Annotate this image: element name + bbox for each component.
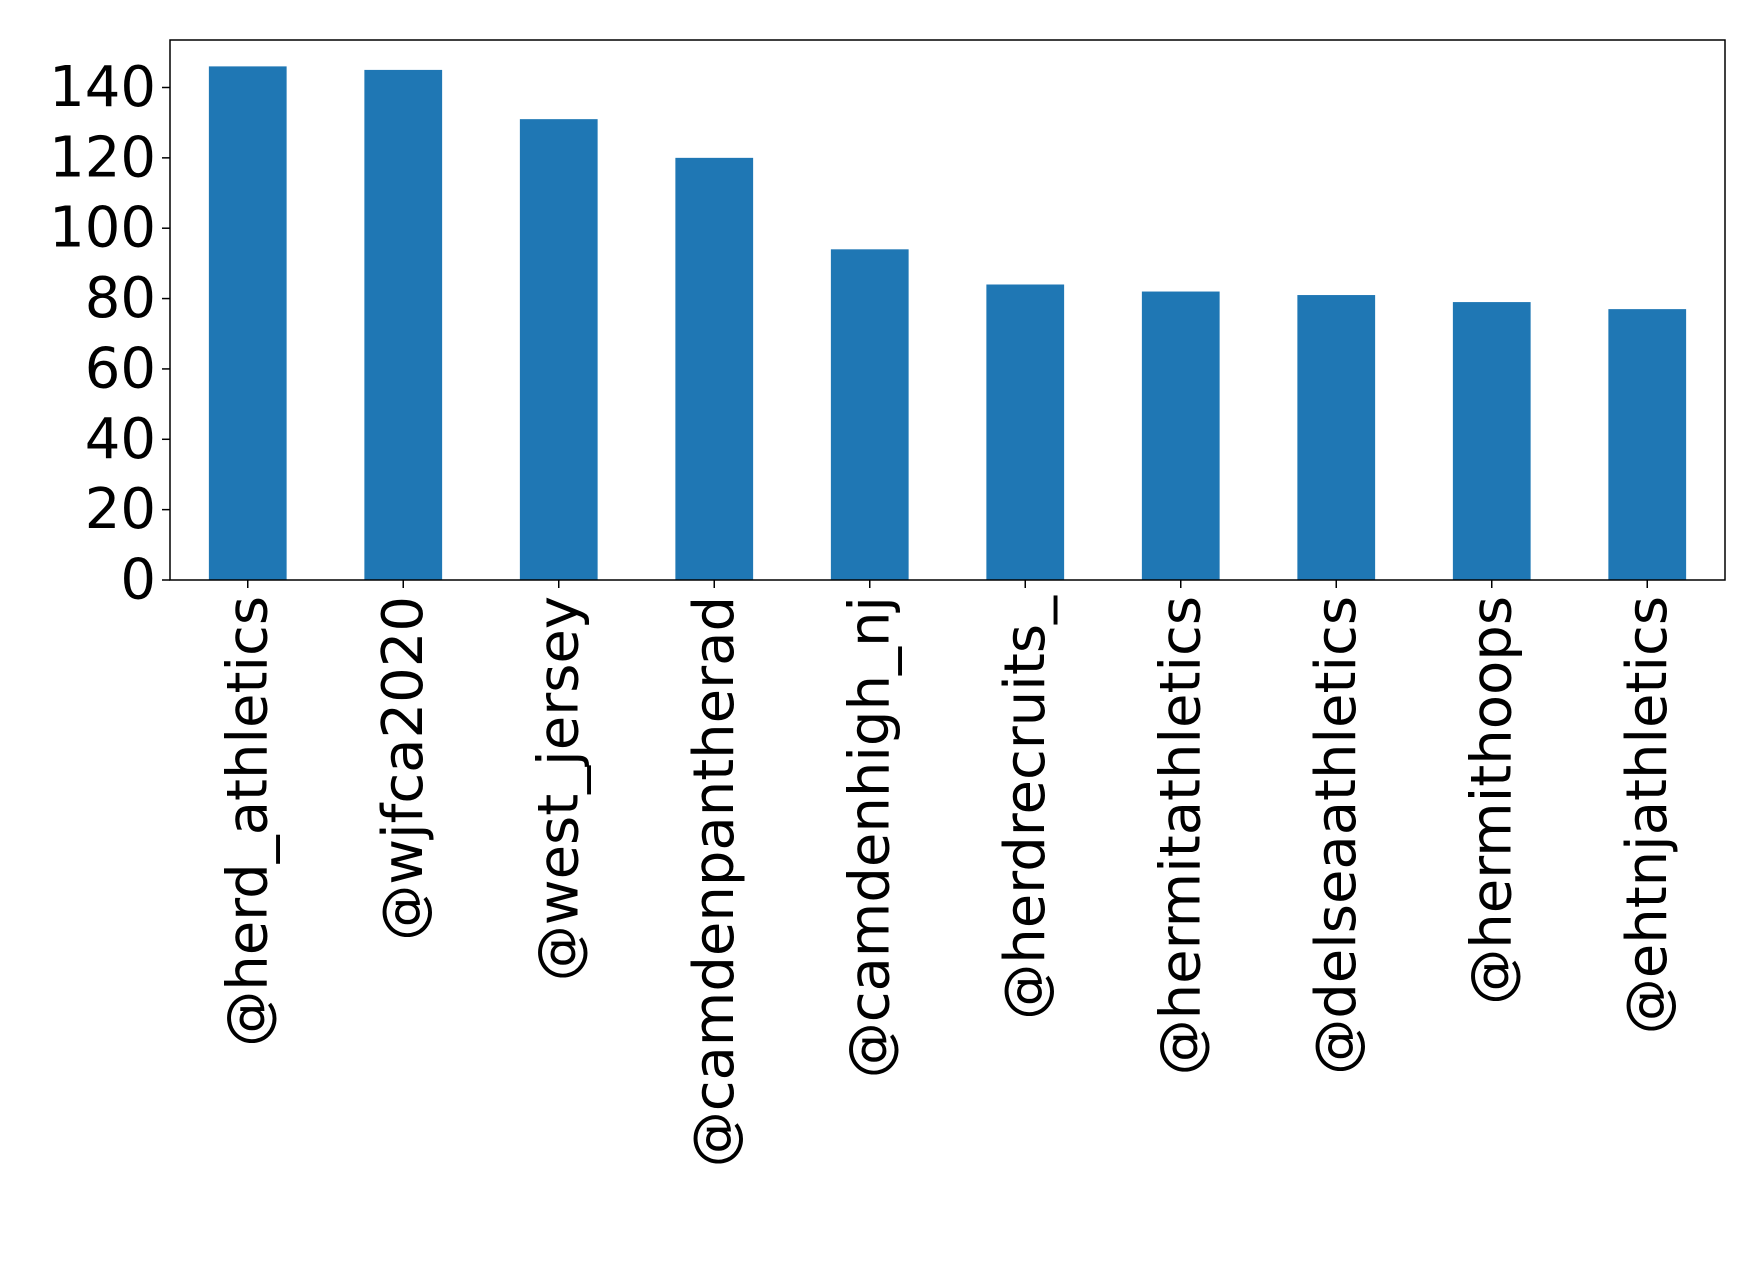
x-tick-label-1: @wjfca2020 — [371, 596, 436, 941]
bar-6 — [1141, 291, 1220, 580]
x-tick-label-8: @hermithoops — [1459, 596, 1524, 1005]
y-tick-label-7: 140 — [49, 55, 156, 120]
x-tick-label-7: @delseaathletics — [1304, 596, 1369, 1075]
y-tick-label-3: 60 — [85, 336, 156, 401]
bar-3 — [675, 157, 754, 580]
y-tick-label-1: 20 — [85, 477, 156, 542]
bar-4 — [830, 249, 909, 580]
bar-5 — [986, 284, 1065, 580]
bar-8 — [1452, 302, 1531, 580]
bar-1 — [364, 69, 443, 580]
y-tick-label-6: 120 — [49, 125, 156, 190]
x-tick-label-9: @ehtnjathletics — [1615, 596, 1680, 1034]
bar-0 — [208, 66, 287, 581]
bar-2 — [519, 119, 598, 581]
y-tick-label-5: 100 — [49, 196, 156, 261]
x-tick-label-6: @hermitathletics — [1148, 596, 1213, 1075]
y-tick-label-2: 40 — [85, 407, 156, 472]
y-tick-label-4: 80 — [85, 266, 156, 331]
x-axis-ticks: @herd_athletics @wjfca2020 @west_jersey @ca… — [215, 580, 1680, 1167]
bar-9 — [1608, 309, 1687, 580]
x-tick-label-3: @camdenpantherad — [682, 596, 747, 1167]
plot-frame — [169, 39, 1726, 581]
x-tick-label-4: @camdenhigh_nj — [837, 596, 902, 1078]
y-tick-label-0: 0 — [120, 548, 156, 613]
x-tick-label-5: @herdrecruits_ — [993, 595, 1058, 1020]
bar-7 — [1297, 295, 1376, 580]
bars-layer — [208, 66, 1687, 581]
x-tick-label-0: @herd_athletics — [215, 596, 280, 1047]
x-tick-label-2: @west_jersey — [526, 596, 591, 981]
